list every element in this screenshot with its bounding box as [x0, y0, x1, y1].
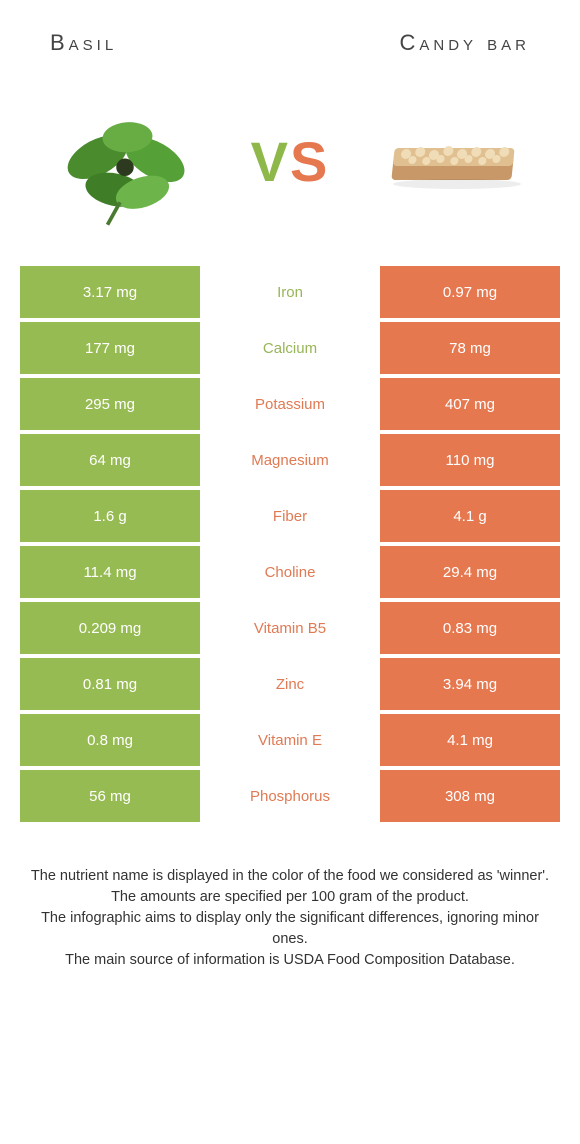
table-row: 3.17 mgIron0.97 mg: [20, 266, 560, 318]
table-row: 0.209 mgVitamin B50.83 mg: [20, 602, 560, 654]
footer-line: The amounts are specified per 100 gram o…: [30, 887, 550, 908]
nutrient-label: Fiber: [200, 490, 380, 542]
title-right: Candy bar: [399, 30, 530, 56]
value-left: 0.209 mg: [20, 602, 200, 654]
footer-line: The nutrient name is displayed in the co…: [30, 866, 550, 887]
table-row: 295 mgPotassium407 mg: [20, 378, 560, 430]
basil-image: [40, 91, 210, 231]
nutrient-label: Iron: [200, 266, 380, 318]
value-left: 11.4 mg: [20, 546, 200, 598]
table-row: 64 mgMagnesium110 mg: [20, 434, 560, 486]
nutrient-label: Vitamin E: [200, 714, 380, 766]
value-right: 4.1 g: [380, 490, 560, 542]
value-right: 78 mg: [380, 322, 560, 374]
nutrient-label: Vitamin B5: [200, 602, 380, 654]
value-left: 0.81 mg: [20, 658, 200, 710]
nutrient-label: Potassium: [200, 378, 380, 430]
value-left: 177 mg: [20, 322, 200, 374]
value-right: 29.4 mg: [380, 546, 560, 598]
header: Basil Candy bar: [0, 0, 580, 76]
value-right: 110 mg: [380, 434, 560, 486]
nutrient-label: Zinc: [200, 658, 380, 710]
table-row: 56 mgPhosphorus308 mg: [20, 770, 560, 822]
footer-notes: The nutrient name is displayed in the co…: [0, 826, 580, 971]
nutrient-label: Calcium: [200, 322, 380, 374]
nutrient-label: Choline: [200, 546, 380, 598]
footer-line: The main source of information is USDA F…: [30, 950, 550, 971]
value-right: 3.94 mg: [380, 658, 560, 710]
value-right: 308 mg: [380, 770, 560, 822]
value-left: 64 mg: [20, 434, 200, 486]
table-row: 177 mgCalcium78 mg: [20, 322, 560, 374]
value-left: 3.17 mg: [20, 266, 200, 318]
comparison-table: 3.17 mgIron0.97 mg177 mgCalcium78 mg295 …: [0, 266, 580, 822]
value-right: 407 mg: [380, 378, 560, 430]
title-left: Basil: [50, 30, 117, 56]
vs-v: V: [251, 130, 290, 193]
value-left: 0.8 mg: [20, 714, 200, 766]
table-row: 11.4 mgCholine29.4 mg: [20, 546, 560, 598]
value-right: 4.1 mg: [380, 714, 560, 766]
table-row: 1.6 gFiber4.1 g: [20, 490, 560, 542]
nutrient-label: Phosphorus: [200, 770, 380, 822]
nutrient-label: Magnesium: [200, 434, 380, 486]
footer-line: The infographic aims to display only the…: [30, 908, 550, 950]
value-left: 1.6 g: [20, 490, 200, 542]
value-right: 0.97 mg: [380, 266, 560, 318]
candybar-image: [370, 91, 540, 231]
vs-s: S: [290, 130, 329, 193]
table-row: 0.8 mgVitamin E4.1 mg: [20, 714, 560, 766]
value-right: 0.83 mg: [380, 602, 560, 654]
value-left: 56 mg: [20, 770, 200, 822]
table-row: 0.81 mgZinc3.94 mg: [20, 658, 560, 710]
vs-label: VS: [251, 129, 330, 194]
value-left: 295 mg: [20, 378, 200, 430]
hero: VS: [0, 76, 580, 266]
